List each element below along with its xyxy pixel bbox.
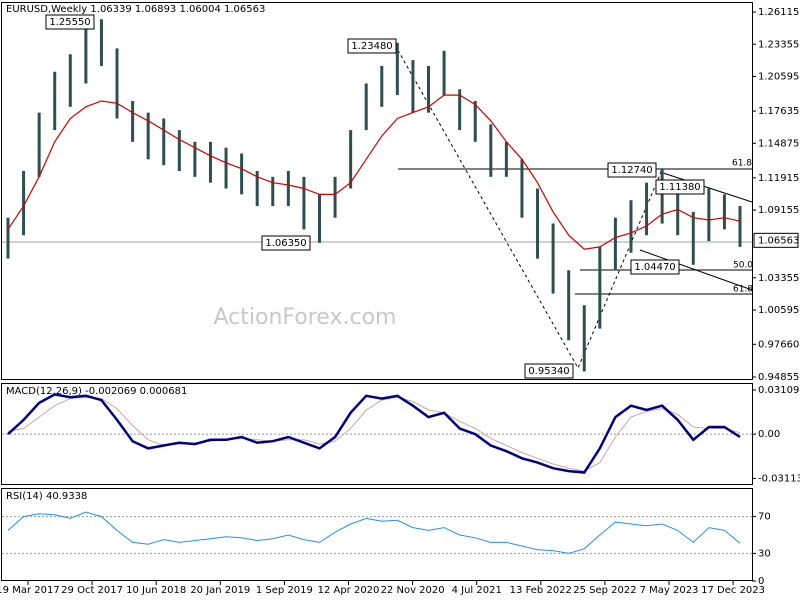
price-title: EURUSD,Weekly 1.06339 1.06893 1.06004 1.… [6,4,265,15]
x-tick-label: 7 May 2023 [640,585,699,596]
y-tick-label: 0.031092 [758,385,800,396]
fib-label: 61.8 [733,285,753,295]
x-tick-label: 29 Oct 2017 [61,585,123,596]
price-annotation-box [655,179,705,195]
x-tick-label: 13 Feb 2022 [510,585,572,596]
x-tick-label: 20 Jan 2019 [190,585,250,596]
rsi-line [7,511,741,554]
trend-line [659,171,753,203]
price-annotation-box [347,38,397,54]
y-tick-label: 1.20595 [758,71,799,82]
price-panel [1,2,753,380]
x-tick-label: 1 Sep 2019 [256,585,313,596]
fib-label: 61.8 [732,159,752,169]
x-tick-label: 25 Sep 2022 [573,585,636,596]
price-annotation: 1.23480 [351,41,392,52]
y-tick-label: 30 [758,548,771,559]
y-tick-label: 0.97660 [758,339,799,350]
y-tick-label: 1.03355 [758,273,799,284]
y-tick-label: 1.17635 [758,106,799,117]
x-tick-label: 12 Apr 2020 [318,585,380,596]
x-tick-label: 17 Dec 2023 [701,585,765,596]
x-tick-label: 4 Jul 2021 [452,585,502,596]
y-tick-label: 1.26115 [758,7,799,18]
price-annotation-box [630,259,680,275]
last-price-box [753,232,799,248]
price-annotation-box [524,363,574,379]
rsi-title: RSI(14) 40.9338 [6,491,87,502]
y-tick-label: 1.23355 [758,39,799,50]
price-annotation: 0.95340 [528,366,569,377]
price-annotation: 1.25550 [49,17,90,28]
x-tick-label: 19 Mar 2017 [0,585,60,596]
rsi-panel [1,488,753,581]
price-annotation: 1.11380 [659,182,700,193]
y-tick-label: 1.11915 [758,173,799,184]
moving-average [7,94,741,250]
y-tick-label: 1.14875 [758,138,799,149]
macd-line [7,393,741,474]
price-annotation-box [261,235,311,251]
x-tick-label: 10 Jun 2018 [126,585,186,596]
signal-line [7,396,741,472]
y-tick-label: -0.031134 [758,473,800,484]
y-tick-label: 0.00 [758,429,780,440]
fib-label: 50.0 [733,261,753,271]
y-tick-label: 1.09155 [758,205,799,216]
price-annotation: 1.06350 [265,238,306,249]
y-tick-label: 0.94855 [758,372,799,383]
y-tick-label: 0 [758,576,764,587]
y-tick-label: 1.00595 [758,305,799,316]
x-tick-label: 22 Nov 2020 [381,585,445,596]
y-tick-label: 70 [758,512,771,523]
watermark: ActionForex.com [214,305,397,330]
price-annotation-box [607,162,657,178]
last-price-label: 1.06563 [758,235,799,246]
trend-line [639,249,753,291]
price-annotation: 1.12740 [611,165,652,176]
price-annotation: 1.04470 [634,262,675,273]
price-annotation-box [45,14,95,30]
macd-title: MACD(12,26,9) -0.002069 0.000681 [6,386,187,397]
